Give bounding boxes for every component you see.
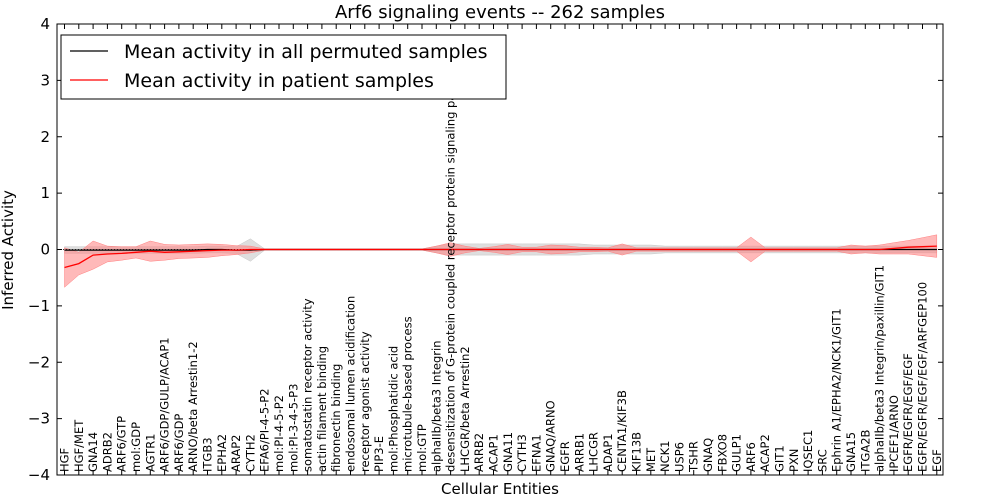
x-tick-label: GNA11 [501, 432, 515, 472]
x-tick-label: EGFR [558, 441, 572, 472]
x-tick-label: receptor agonist activity [358, 331, 372, 472]
x-tick-label: GNA14 [86, 432, 100, 472]
x-tick-label: ARF6/GTP [115, 416, 129, 472]
x-tick-label: mol:Phosphatidic acid [386, 346, 400, 472]
x-tick-label: mol:GTP [415, 424, 429, 472]
x-tick-label: EFA6/PI-4-5-P2 [258, 388, 272, 472]
x-axis-label: Cellular Entities [441, 480, 559, 498]
x-tick-label: ACAP1 [487, 434, 501, 472]
y-tick-label: 1 [40, 184, 50, 202]
x-tick-label: LHCGR [587, 432, 601, 472]
y-tick-label: 2 [40, 128, 50, 146]
x-tick-label: CYTH2 [243, 434, 257, 472]
y-axis-label: Inferred Activity [0, 190, 17, 310]
x-tick-label: microtubule-based process [401, 316, 415, 472]
x-tick-label: CYTH3 [515, 434, 529, 472]
legend-label-permuted: Mean activity in all permuted samples [124, 41, 487, 63]
legend: Mean activity in all permuted samples Me… [60, 34, 507, 100]
x-tick-label: IQSEC1 [801, 430, 815, 472]
chart-title: Arf6 signaling events -- 262 samples [335, 2, 665, 23]
x-tick-label: ARF6 [744, 442, 758, 472]
x-tick-label: ARRB1 [572, 433, 586, 472]
x-tick-label: mol:PI-3-4-5-P3 [286, 384, 300, 472]
x-tick-label: FBXO8 [715, 434, 729, 472]
x-tick-label: somatostatin receptor activity [301, 298, 315, 472]
x-tick-label: MET [644, 447, 658, 472]
legend-box [60, 34, 507, 100]
y-tick-label: 3 [40, 71, 50, 89]
y-tick-label: −2 [28, 353, 50, 371]
x-tick-label: EGF [930, 449, 944, 472]
x-tick-label: PIP3-E [372, 436, 386, 472]
x-tick-label: AGTR1 [143, 434, 157, 473]
y-tick-label: 4 [40, 15, 50, 33]
x-tick-label: HGF/MET [72, 419, 86, 472]
x-tick-label: NCK1 [658, 441, 672, 473]
y-tick-label: −3 [28, 410, 50, 428]
x-tick-label: ADRB2 [100, 432, 114, 472]
x-tick-label: EFNA1 [529, 434, 543, 472]
x-tick-label: GNA15 [844, 432, 858, 472]
x-tick-label: alphaIIb/beta3 Integrin [429, 340, 443, 472]
x-tick-label: ARRB2 [472, 433, 486, 472]
x-tick-label: desensitization of G-protein coupled rec… [444, 58, 458, 472]
x-tick-label: ARNO/beta Arrestin1-2 [186, 341, 200, 472]
x-tick-label: fibronectin binding [329, 364, 343, 472]
plot-area: −4 −3 −2 −1 0 1 2 3 4 HGF HGF/MET GNA14 ADRB2 ARF6/GT… [28, 15, 944, 484]
x-tick-label: PXN [787, 449, 801, 472]
x-tick-label: KIF13B [630, 432, 644, 472]
series-line-patient [64, 245, 937, 269]
x-tick-label: TSHR [687, 441, 701, 473]
x-tick-label: Ephrin A1/EPHA2/NCK1/GIT1 [830, 308, 844, 472]
x-tick-label: ARF6/GDP [172, 414, 186, 472]
x-tick-label: alphaIIb/beta3 Integrin/paxillin/GIT1 [873, 265, 887, 472]
x-tick-label: mol:GDP [129, 422, 143, 472]
x-tick-label: LHCGR/beta Arrestin2 [458, 346, 472, 472]
x-tick-label: ARF6/GDP/GULP/ACAP1 [158, 337, 172, 472]
x-tick-label: actin filament binding [315, 346, 329, 472]
x-tick-label: GNAQ [701, 438, 715, 472]
legend-label-patient: Mean activity in patient samples [124, 70, 434, 92]
x-tick-label: ADAP1 [601, 433, 615, 472]
x-tick-label: USP6 [672, 442, 686, 472]
x-tick-label: ITGA2B [858, 429, 872, 472]
x-tick-label: GNAQ/ARNO [544, 400, 558, 472]
x-tick-label: SRC [815, 449, 829, 472]
x-tick-label: GIT1 [773, 445, 787, 472]
x-tick-label: HGF [58, 448, 72, 472]
y-tick-label: −1 [28, 297, 50, 315]
x-tick-label: CENTA1/KIF3B [615, 390, 629, 472]
x-tick-label: GULP1 [730, 434, 744, 472]
x-tick-label: IPCEF1/ARNO [887, 395, 901, 472]
x-tick-label: EPHA2 [215, 434, 229, 472]
x-tick-label: mol:PI-4-5-P2 [272, 395, 286, 472]
y-tick-label: −4 [28, 466, 50, 484]
x-tick-label: EGFR/EGFR/EGF/EGF/ARFGEP100 [916, 282, 930, 472]
x-tick-label: EGFR/EGFR/EGF/EGF [901, 353, 915, 472]
x-tick-label: ACAP2 [758, 434, 772, 472]
y-tick-label: 0 [40, 241, 50, 259]
x-tick-label: endosomal lumen acidification [344, 296, 358, 472]
x-tick-label: ARAP2 [229, 434, 243, 472]
x-tick-label: ITGB3 [201, 437, 215, 472]
